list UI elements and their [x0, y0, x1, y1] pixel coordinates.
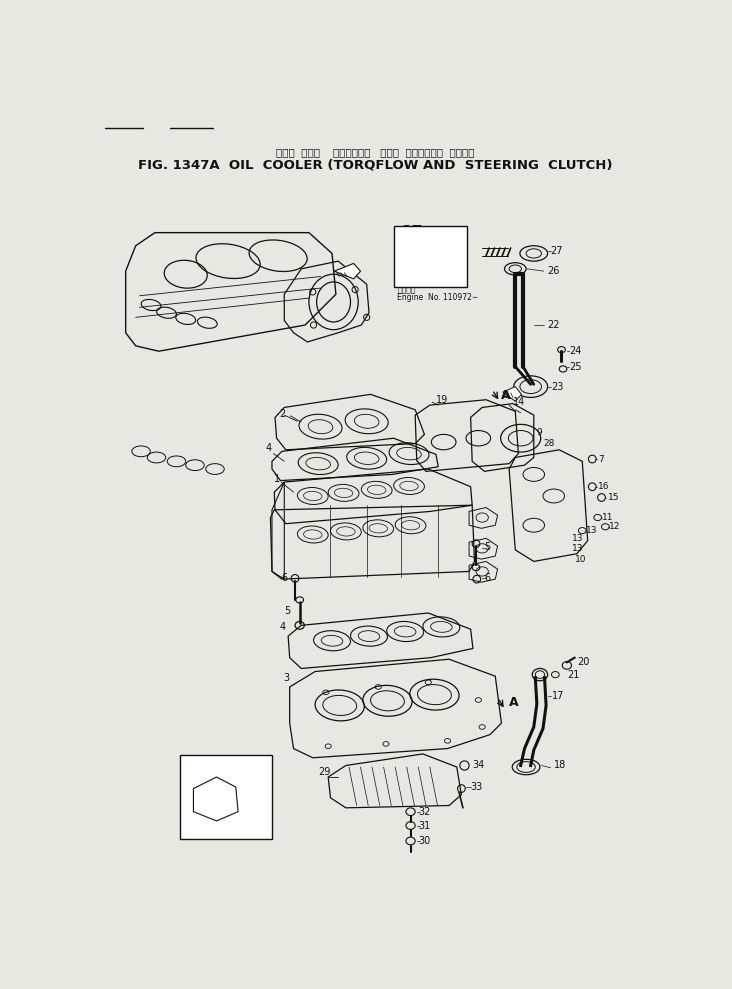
Text: 6: 6 — [281, 573, 288, 583]
Text: 7: 7 — [599, 455, 604, 464]
Text: 4: 4 — [266, 443, 272, 453]
Text: 23: 23 — [551, 382, 564, 392]
Text: 27: 27 — [550, 246, 562, 256]
Text: 13: 13 — [572, 534, 584, 543]
Text: 33: 33 — [471, 782, 483, 792]
Text: 15: 15 — [608, 494, 619, 502]
Text: 適用号等: 適用号等 — [397, 285, 416, 294]
Text: 22: 22 — [548, 320, 560, 330]
Polygon shape — [503, 387, 521, 402]
Text: 18: 18 — [554, 761, 566, 770]
Text: 3: 3 — [283, 673, 290, 682]
Text: 9: 9 — [537, 428, 542, 437]
Text: 11: 11 — [602, 513, 613, 522]
Text: 34: 34 — [472, 761, 485, 770]
Text: 30: 30 — [418, 836, 430, 846]
Bar — [394, 226, 467, 287]
Text: 29: 29 — [187, 760, 206, 774]
Polygon shape — [335, 263, 361, 279]
Text: 10: 10 — [575, 555, 586, 564]
Text: 適用号等: 適用号等 — [184, 824, 202, 831]
Text: A: A — [509, 696, 519, 709]
Text: 25: 25 — [569, 362, 582, 372]
Text: 5: 5 — [284, 606, 291, 616]
Text: Engine  No. 138723∼: Engine No. 138723∼ — [184, 832, 261, 838]
Text: 27: 27 — [401, 225, 422, 240]
Text: 24: 24 — [569, 346, 581, 356]
Text: 31: 31 — [418, 821, 430, 831]
Text: 19: 19 — [436, 395, 448, 405]
Text: 28: 28 — [544, 439, 555, 448]
Ellipse shape — [409, 253, 443, 277]
Text: 14: 14 — [513, 397, 526, 407]
Bar — [179, 756, 272, 839]
Text: A: A — [501, 390, 511, 403]
Text: 2: 2 — [280, 408, 286, 418]
Text: 16: 16 — [599, 483, 610, 492]
Text: 6: 6 — [485, 573, 490, 583]
Text: 17: 17 — [551, 691, 564, 701]
Text: 29: 29 — [318, 766, 331, 776]
Text: 12: 12 — [609, 522, 621, 531]
Text: 32: 32 — [418, 807, 430, 817]
Text: 13: 13 — [572, 544, 584, 553]
Text: Engine  No. 110972∼: Engine No. 110972∼ — [397, 293, 479, 302]
Text: 20: 20 — [577, 658, 589, 668]
Text: FIG. 1347A  OIL  COOLER (TORQFLOW AND  STEERING  CLUTCH): FIG. 1347A OIL COOLER (TORQFLOW AND STEE… — [138, 158, 613, 171]
Text: オイル  クーラ    トルクフロー   および  ステアリング  クラッチ: オイル クーラ トルクフロー および ステアリング クラッチ — [276, 147, 474, 157]
Text: 13: 13 — [586, 526, 597, 535]
Text: 26: 26 — [548, 266, 560, 276]
Ellipse shape — [417, 259, 436, 271]
Text: 1: 1 — [274, 474, 280, 484]
Text: 5: 5 — [485, 542, 490, 552]
Text: 21: 21 — [567, 670, 579, 679]
Text: 4: 4 — [280, 622, 285, 632]
